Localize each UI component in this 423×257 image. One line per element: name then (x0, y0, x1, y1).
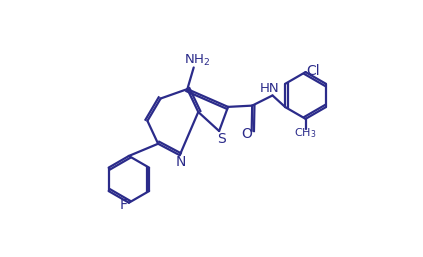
Text: O: O (242, 127, 253, 141)
Text: NH$_2$: NH$_2$ (184, 53, 210, 68)
Text: N: N (175, 155, 186, 169)
Text: S: S (217, 132, 225, 146)
Text: HN: HN (260, 82, 280, 95)
Text: F: F (119, 198, 127, 212)
Text: CH$_3$: CH$_3$ (294, 127, 317, 141)
Text: Cl: Cl (306, 63, 320, 78)
